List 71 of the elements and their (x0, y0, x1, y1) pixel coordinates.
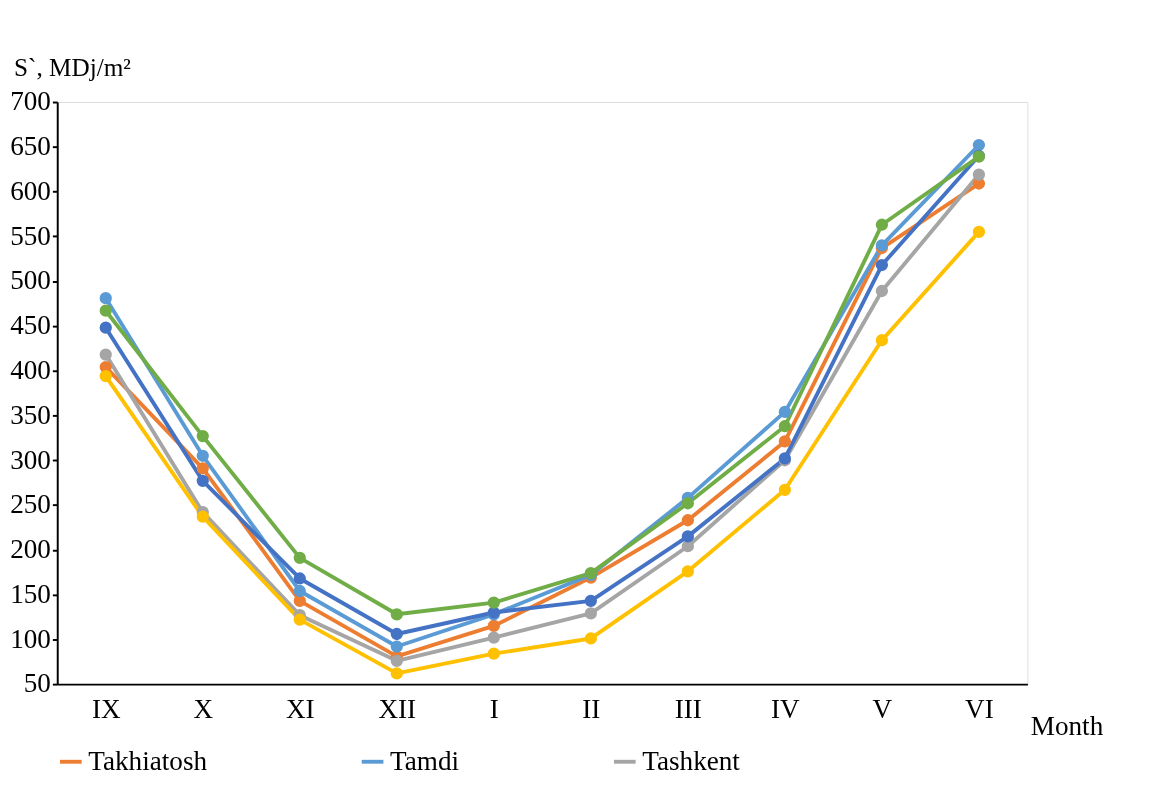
x-tick-label: IV (771, 693, 801, 724)
point (487, 619, 500, 633)
point (584, 632, 597, 645)
legend-label: Tamdi (390, 745, 460, 776)
y-tick-label: 250 (10, 489, 51, 520)
point (972, 225, 986, 239)
legend-label: Tashkent (642, 745, 741, 776)
point (778, 435, 792, 448)
y-tick-label: 600 (10, 175, 51, 206)
x-tick-label: II (582, 693, 601, 724)
point (390, 667, 403, 680)
point (390, 608, 403, 621)
point (390, 640, 403, 653)
x-tick-label: XII (378, 693, 417, 724)
point (972, 138, 986, 152)
point (681, 540, 694, 553)
x-tick-label: I (489, 693, 499, 724)
point (196, 462, 209, 475)
x-tick-label: V (872, 693, 893, 724)
x-axis-title: Month (1030, 711, 1104, 742)
point (875, 258, 889, 272)
y-tick-label: 350 (10, 399, 51, 430)
point (390, 654, 403, 667)
point (99, 292, 112, 305)
point (875, 284, 889, 298)
point (487, 647, 500, 660)
y-tick-label: 150 (10, 578, 51, 609)
y-tick-label: 700 (10, 86, 51, 117)
legend-label: Takhiatosh (88, 745, 208, 776)
point (681, 530, 694, 543)
y-tick-label: 650 (10, 131, 51, 162)
point (196, 510, 209, 523)
point (487, 631, 500, 644)
point (972, 168, 986, 181)
x-tick-label: XI (285, 693, 315, 724)
point (778, 405, 792, 419)
y-tick-label: 100 (10, 623, 51, 654)
point (875, 218, 889, 231)
point (293, 551, 306, 564)
y-tick-label: 500 (10, 265, 51, 296)
point (584, 594, 597, 607)
point (293, 584, 306, 598)
point (293, 572, 306, 585)
y-tick-label: 50 (23, 668, 51, 699)
point (681, 565, 694, 578)
point (875, 334, 889, 347)
point (196, 474, 209, 487)
x-tick-label: VI (965, 693, 994, 724)
x-tick-label: III (674, 693, 702, 724)
point (681, 514, 694, 527)
point (584, 607, 597, 620)
x-tick-label: IX (91, 693, 121, 724)
point (390, 627, 403, 641)
point (487, 596, 500, 609)
point (99, 369, 112, 383)
x-tick-label: X (193, 693, 214, 724)
y-tick-label: 450 (10, 310, 51, 341)
point (778, 483, 792, 496)
point (778, 420, 792, 433)
point (293, 613, 306, 626)
point (99, 321, 112, 334)
y-tick-label: 200 (10, 534, 51, 565)
y-tick-label: 400 (10, 354, 51, 385)
point (681, 497, 694, 510)
y-tick-label: 300 (10, 444, 51, 475)
point (196, 429, 209, 443)
y-axis-title: S`, MDj/m² (14, 54, 131, 82)
point (99, 348, 112, 361)
point (99, 304, 112, 317)
y-tick-label: 550 (10, 220, 51, 251)
point (196, 449, 209, 462)
